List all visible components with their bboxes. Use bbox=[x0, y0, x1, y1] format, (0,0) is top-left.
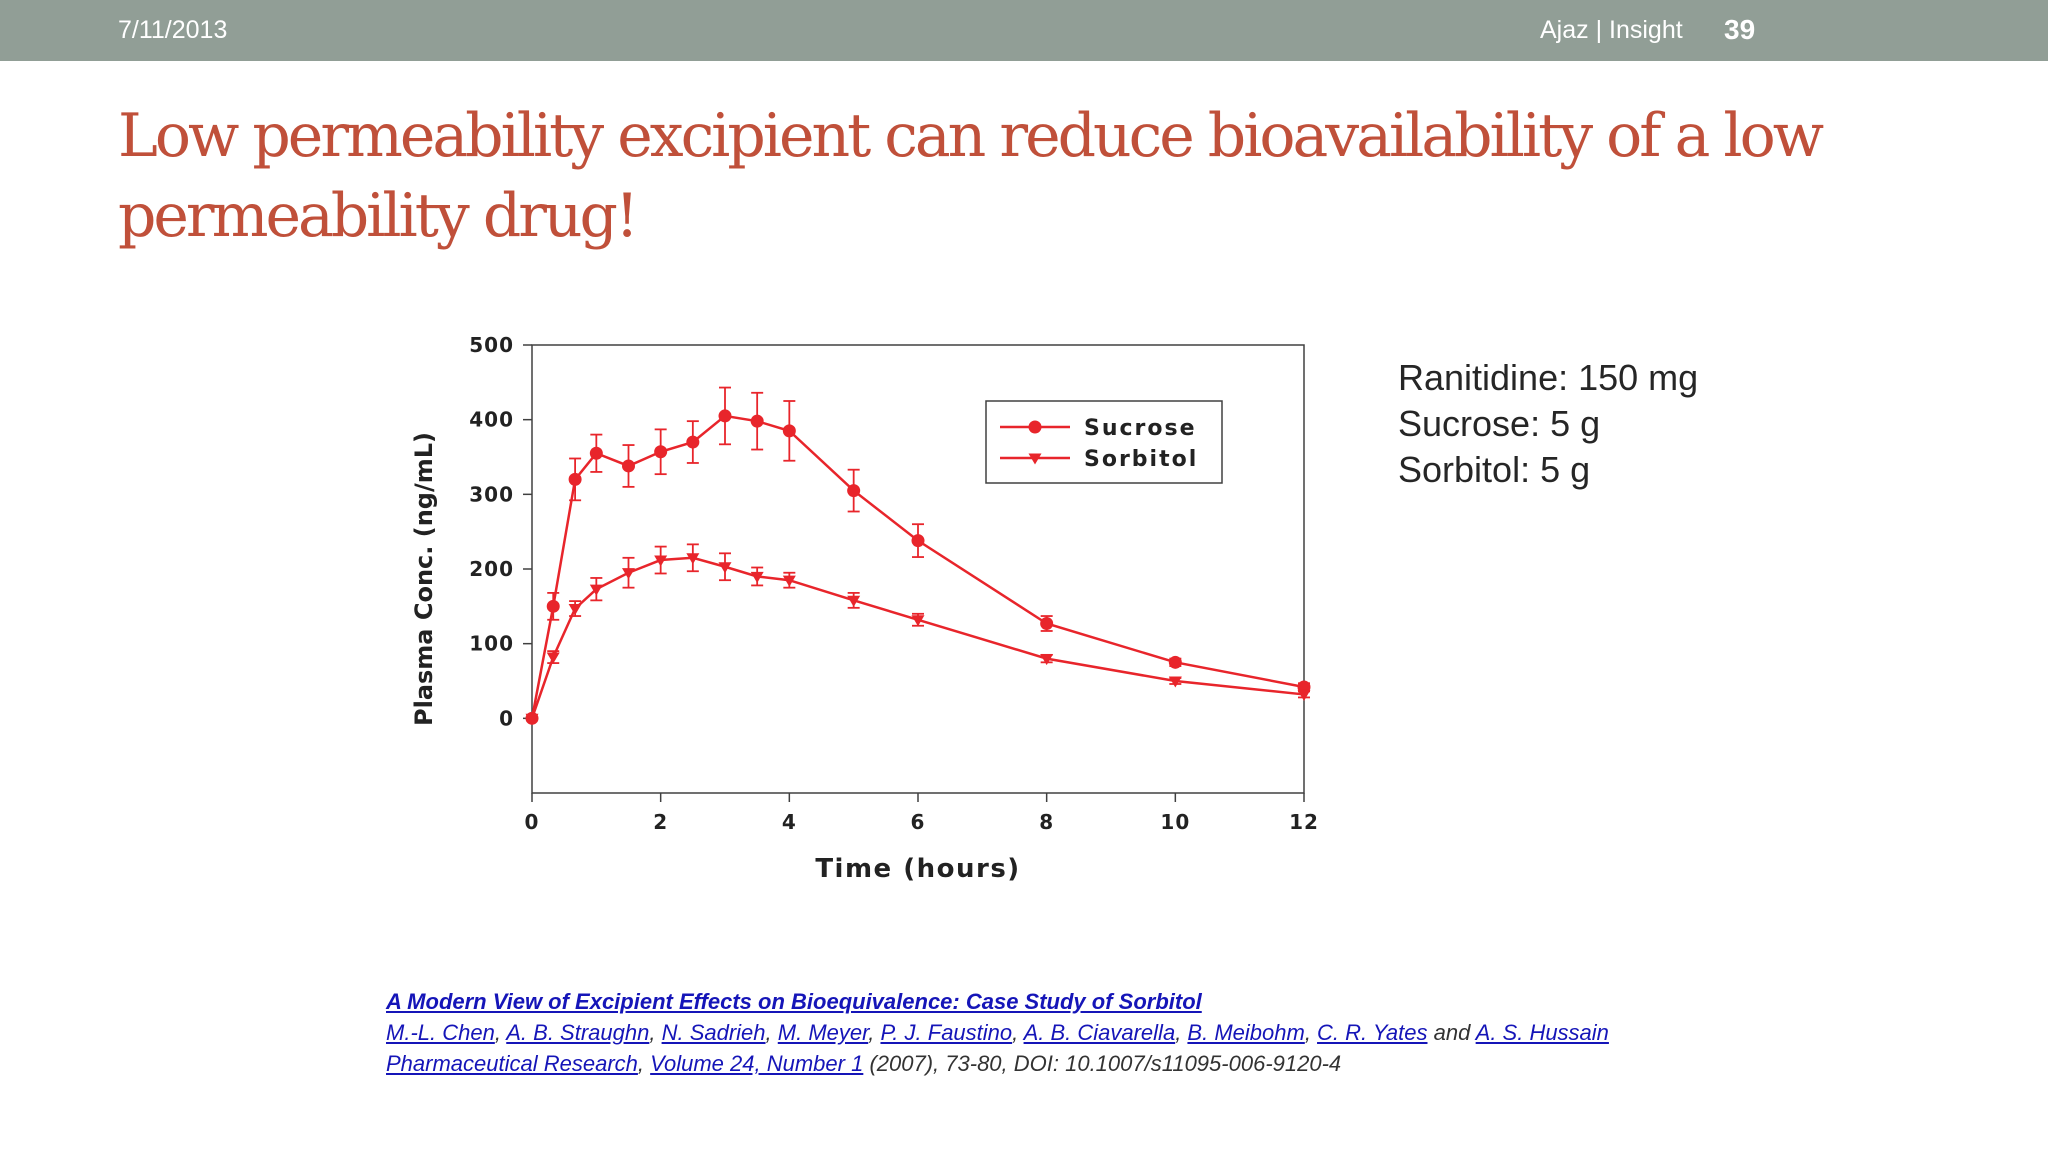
y-tick-label: 0 bbox=[499, 706, 514, 730]
chart: 0 100 200 300 400 500 0 2 4 6 8 10 12 Time (hours) Pla… bbox=[410, 333, 1319, 884]
y-tick-label: 500 bbox=[469, 333, 514, 357]
x-tick-label: 12 bbox=[1289, 810, 1319, 834]
page-number: 39 bbox=[1724, 14, 1756, 45]
sucrose-point bbox=[782, 424, 796, 438]
x-axis-label: Time (hours) bbox=[815, 854, 1020, 884]
note-sucrose: Sucrose: 5 g bbox=[1398, 403, 1601, 444]
author-link[interactable]: M. Meyer bbox=[777, 1020, 869, 1045]
x-tick-label: 4 bbox=[782, 810, 797, 834]
legend-sorbitol-label: Sorbitol bbox=[1084, 447, 1198, 472]
sorbitol-point bbox=[622, 568, 635, 580]
x-tick-label: 10 bbox=[1160, 810, 1190, 834]
x-tick-label: 8 bbox=[1039, 810, 1054, 834]
sucrose-point bbox=[1040, 617, 1054, 631]
sorbitol-point bbox=[750, 571, 764, 583]
y-axis-label: Plasma Conc. (ng/mL) bbox=[410, 432, 438, 726]
citation-title-link[interactable]: A Modern View of Excipient Effects on Bi… bbox=[386, 989, 1202, 1014]
sucrose-point bbox=[750, 414, 764, 428]
sucrose-point bbox=[1168, 655, 1182, 669]
sorbitol-point bbox=[568, 604, 582, 616]
note-ranitidine: Ranitidine: 150 mg bbox=[1398, 357, 1699, 398]
sorbitol-point bbox=[1168, 676, 1182, 688]
sucrose-point bbox=[589, 446, 603, 460]
legend-sorbitol-marker bbox=[1028, 453, 1042, 465]
author-link[interactable]: A. S. Hussain bbox=[1475, 1020, 1609, 1045]
slide-title: Low permeability excipient can reduce bi… bbox=[118, 101, 1824, 251]
sucrose-point bbox=[568, 472, 582, 486]
citation-details: (2007), 73-80, DOI: 10.1007/s11095-006-9… bbox=[869, 1051, 1342, 1076]
sucrose-point bbox=[654, 445, 668, 459]
x-tick-label: 0 bbox=[525, 810, 540, 834]
sucrose-point bbox=[686, 435, 700, 449]
sorbitol-line bbox=[530, 556, 1305, 719]
author-link[interactable]: B. Meibohm bbox=[1187, 1020, 1305, 1045]
y-tick-label: 200 bbox=[469, 557, 514, 581]
dose-notes: Ranitidine: 150 mg Sucrose: 5 g Sorbitol… bbox=[1398, 355, 1698, 493]
footer-text: Ajaz | Insight bbox=[1540, 16, 1683, 44]
legend-sucrose-label: Sucrose bbox=[1084, 416, 1197, 441]
sorbitol-point bbox=[654, 555, 668, 567]
sorbitol-point bbox=[686, 553, 700, 565]
author-link[interactable]: A. B. Straughn bbox=[506, 1020, 650, 1045]
legend-box bbox=[985, 400, 1223, 484]
sorbitol-point bbox=[718, 562, 732, 574]
sorbitol-point bbox=[1040, 654, 1054, 666]
y-tick-label: 400 bbox=[469, 408, 514, 432]
sorbitol-point bbox=[782, 575, 796, 587]
x-tick-label: 6 bbox=[911, 810, 926, 834]
x-tick-label: 2 bbox=[653, 810, 668, 834]
and-text: and bbox=[1433, 1020, 1471, 1045]
journal-link[interactable]: Pharmaceutical Research bbox=[386, 1051, 638, 1076]
author-link[interactable]: P. J. Faustino bbox=[880, 1020, 1013, 1045]
sorbitol-point bbox=[525, 713, 539, 725]
sorbitol-point bbox=[1297, 689, 1311, 701]
sucrose-point bbox=[718, 409, 732, 423]
sorbitol-point bbox=[546, 652, 560, 664]
sucrose-point bbox=[911, 534, 925, 548]
author-link[interactable]: C. R. Yates bbox=[1317, 1020, 1428, 1045]
citation: A Modern View of Excipient Effects on Bi… bbox=[386, 989, 1609, 1076]
note-sorbitol: Sorbitol: 5 g bbox=[1398, 449, 1591, 490]
sorbitol-point bbox=[847, 595, 861, 607]
y-tick-label: 100 bbox=[469, 632, 514, 656]
sucrose-point bbox=[546, 599, 560, 613]
sucrose-point bbox=[622, 459, 635, 473]
author-link[interactable]: N. Sadrieh bbox=[661, 1020, 766, 1045]
legend-sucrose-marker bbox=[1028, 420, 1042, 434]
sucrose-point bbox=[847, 484, 861, 498]
author-link[interactable]: M.-L. Chen bbox=[386, 1020, 495, 1045]
sorbitol-point bbox=[589, 584, 603, 596]
volume-link[interactable]: Volume 24, Number 1 bbox=[650, 1051, 864, 1076]
slide-date: 7/11/2013 bbox=[118, 16, 228, 44]
sorbitol-point bbox=[911, 615, 925, 627]
header-bar: 7/11/2013 Ajaz | Insight 39 bbox=[0, 0, 2048, 61]
author-link[interactable]: A. B. Ciavarella bbox=[1023, 1020, 1176, 1045]
y-tick-label: 300 bbox=[469, 482, 514, 506]
